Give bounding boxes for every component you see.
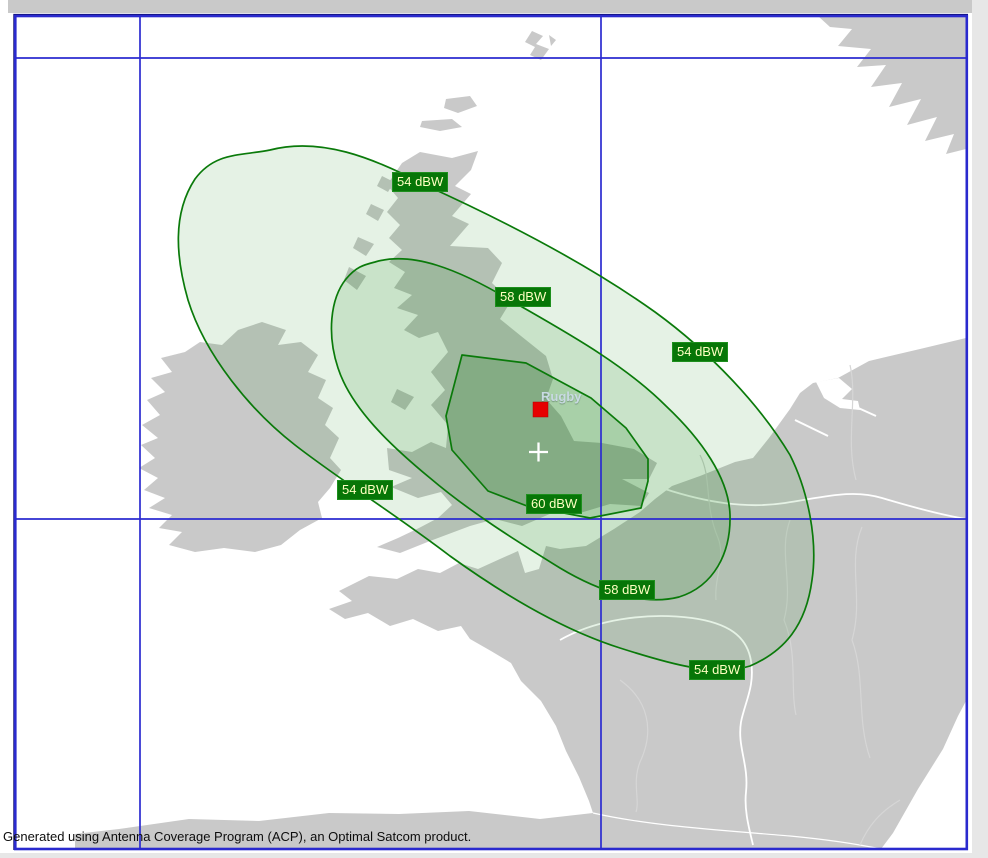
map-frame	[14, 14, 969, 851]
contour-label-54dbw-left: 54 dBW	[337, 480, 394, 500]
land-ireland	[139, 322, 341, 552]
dutch-waterways	[794, 401, 877, 437]
land-continental-europe	[75, 338, 966, 849]
window-margin-top	[8, 0, 988, 13]
coverage-fill-54dbw	[178, 145, 814, 671]
landmasses	[75, 16, 966, 849]
window-margin-right	[972, 0, 988, 858]
contour-label-58dbw-bottom: 58 dBW	[599, 580, 656, 600]
land-channel-islands	[513, 584, 537, 600]
ijsselmeer-lake	[816, 378, 860, 410]
contour-label-54dbw-top: 54 dBW	[392, 172, 449, 192]
land-shetland	[525, 31, 556, 60]
contour-label-60dbw-bottom: 60 dBW	[526, 494, 583, 514]
land-isle-of-man	[391, 389, 414, 410]
contour-line-60dbw	[445, 354, 649, 519]
rugby-city-label: Rugby	[541, 389, 582, 404]
beam-center-cross-icon	[529, 442, 548, 462]
regional-borders	[619, 364, 901, 846]
land-hebrides	[344, 176, 394, 290]
contour-label-54dbw-bottom-right: 54 dBW	[689, 660, 746, 680]
border-france-spain	[592, 812, 882, 850]
land-norway	[818, 16, 966, 154]
attribution-text: Generated using Antenna Coverage Program…	[3, 829, 472, 844]
coverage-fills	[178, 145, 814, 671]
border-france-belgium-germany	[664, 488, 967, 520]
coverage-fill-60dbw	[446, 355, 648, 518]
land-great-britain	[377, 151, 657, 553]
window-margin-bottom	[0, 853, 988, 858]
graticule	[15, 16, 967, 849]
contour-label-58dbw-top: 58 dBW	[495, 287, 552, 307]
map-borders	[559, 364, 967, 850]
land-orkney	[420, 96, 477, 131]
contour-label-54dbw-right: 54 dBW	[672, 342, 729, 362]
coverage-fill-58dbw	[331, 258, 731, 600]
rugby-city-marker	[532, 401, 549, 418]
border-france-east	[559, 615, 754, 846]
